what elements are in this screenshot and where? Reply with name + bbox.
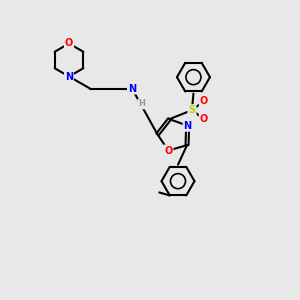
Text: O: O xyxy=(200,114,208,124)
Text: O: O xyxy=(200,96,208,106)
Text: S: S xyxy=(188,105,196,115)
Text: O: O xyxy=(164,146,172,155)
Text: N: N xyxy=(128,83,136,94)
Text: N: N xyxy=(184,121,192,131)
Text: O: O xyxy=(65,38,73,49)
Text: H: H xyxy=(138,100,145,109)
Text: N: N xyxy=(65,71,73,82)
